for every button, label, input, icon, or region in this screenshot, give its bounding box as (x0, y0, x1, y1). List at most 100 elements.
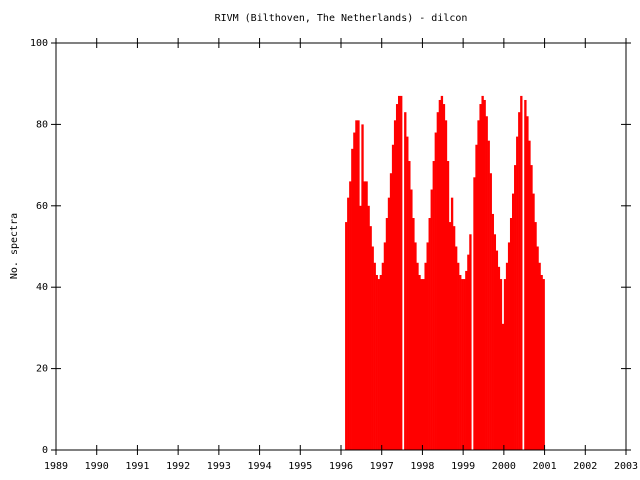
bar (493, 234, 497, 450)
bar (514, 165, 517, 450)
bar (379, 274, 383, 450)
bar (404, 112, 407, 450)
x-tick-label: 1992 (166, 461, 190, 472)
bar (524, 99, 527, 450)
bar (438, 99, 442, 450)
bar (477, 120, 480, 450)
bar (381, 262, 385, 450)
bar (487, 140, 490, 450)
x-tick-label: 1995 (288, 461, 312, 472)
bar (534, 222, 537, 450)
bar (495, 250, 499, 450)
bar (428, 218, 431, 450)
bar (516, 136, 519, 451)
bar (406, 136, 409, 451)
x-tick-label: 2002 (573, 461, 597, 472)
bar (357, 120, 360, 450)
bar (532, 193, 535, 450)
bar (408, 161, 411, 450)
bar (412, 218, 415, 450)
bar (361, 124, 364, 451)
bar (450, 197, 454, 450)
bar (536, 246, 539, 450)
bar (499, 279, 503, 450)
bar (414, 242, 417, 450)
bar (426, 242, 429, 450)
chart-title: RIVM (Bilthoven, The Netherlands) - dilc… (215, 13, 468, 24)
bar (509, 218, 513, 450)
x-tick-label: 1996 (329, 461, 353, 472)
x-tick-label: 1998 (410, 461, 434, 472)
bar (528, 140, 531, 450)
bar (512, 193, 515, 450)
bar (400, 95, 403, 450)
bar (505, 262, 509, 450)
bar (469, 234, 472, 450)
bar (418, 274, 421, 450)
bar (355, 120, 358, 450)
x-tick-label: 1993 (207, 461, 231, 472)
bar (507, 242, 511, 450)
bar (501, 323, 505, 450)
bar (538, 262, 541, 450)
x-tick-label: 1997 (370, 461, 394, 472)
bar (483, 99, 486, 450)
x-tick-label: 1990 (85, 461, 109, 472)
bar (455, 246, 458, 450)
bar (457, 262, 460, 450)
bar (424, 262, 427, 450)
bar (459, 274, 462, 450)
bar (369, 226, 372, 450)
bar (351, 148, 354, 450)
bar (383, 242, 387, 450)
bar (375, 274, 378, 450)
bar (442, 104, 446, 451)
bar (465, 270, 468, 450)
bar (473, 177, 476, 450)
bar (395, 104, 399, 451)
bar (491, 213, 494, 450)
x-tick-label: 2001 (533, 461, 557, 472)
bar (434, 132, 437, 451)
x-tick-label: 1999 (451, 461, 475, 472)
bar (363, 181, 366, 450)
bar (387, 197, 391, 450)
bar (345, 222, 348, 450)
bar (526, 116, 529, 450)
bar (398, 95, 401, 450)
bar (365, 181, 368, 450)
bar (479, 104, 482, 451)
bar (353, 132, 356, 451)
bar (440, 95, 444, 450)
bar (367, 205, 370, 450)
bar (481, 95, 484, 450)
bar (349, 181, 352, 450)
bar (391, 144, 395, 450)
y-axis-label: No. spectra (9, 213, 20, 279)
bar (410, 189, 413, 450)
bar (448, 222, 452, 450)
bar (422, 279, 425, 450)
bar (467, 254, 470, 450)
bar (393, 120, 397, 450)
bar (530, 165, 533, 450)
bar (475, 144, 478, 450)
x-tick-label: 1989 (44, 461, 68, 472)
bar (371, 246, 374, 450)
y-tick-label: 0 (42, 445, 48, 456)
bar (461, 279, 464, 450)
x-tick-label: 2003 (614, 461, 638, 472)
bar (444, 120, 448, 450)
bar (432, 161, 435, 450)
bar (373, 262, 376, 450)
y-tick-label: 100 (30, 38, 48, 49)
bar (463, 279, 466, 450)
bar (385, 218, 389, 450)
bar (420, 279, 423, 450)
bar (347, 197, 350, 450)
bar (389, 173, 393, 451)
bar (485, 116, 488, 450)
bar (416, 262, 419, 450)
x-tick-label: 1994 (248, 461, 272, 472)
